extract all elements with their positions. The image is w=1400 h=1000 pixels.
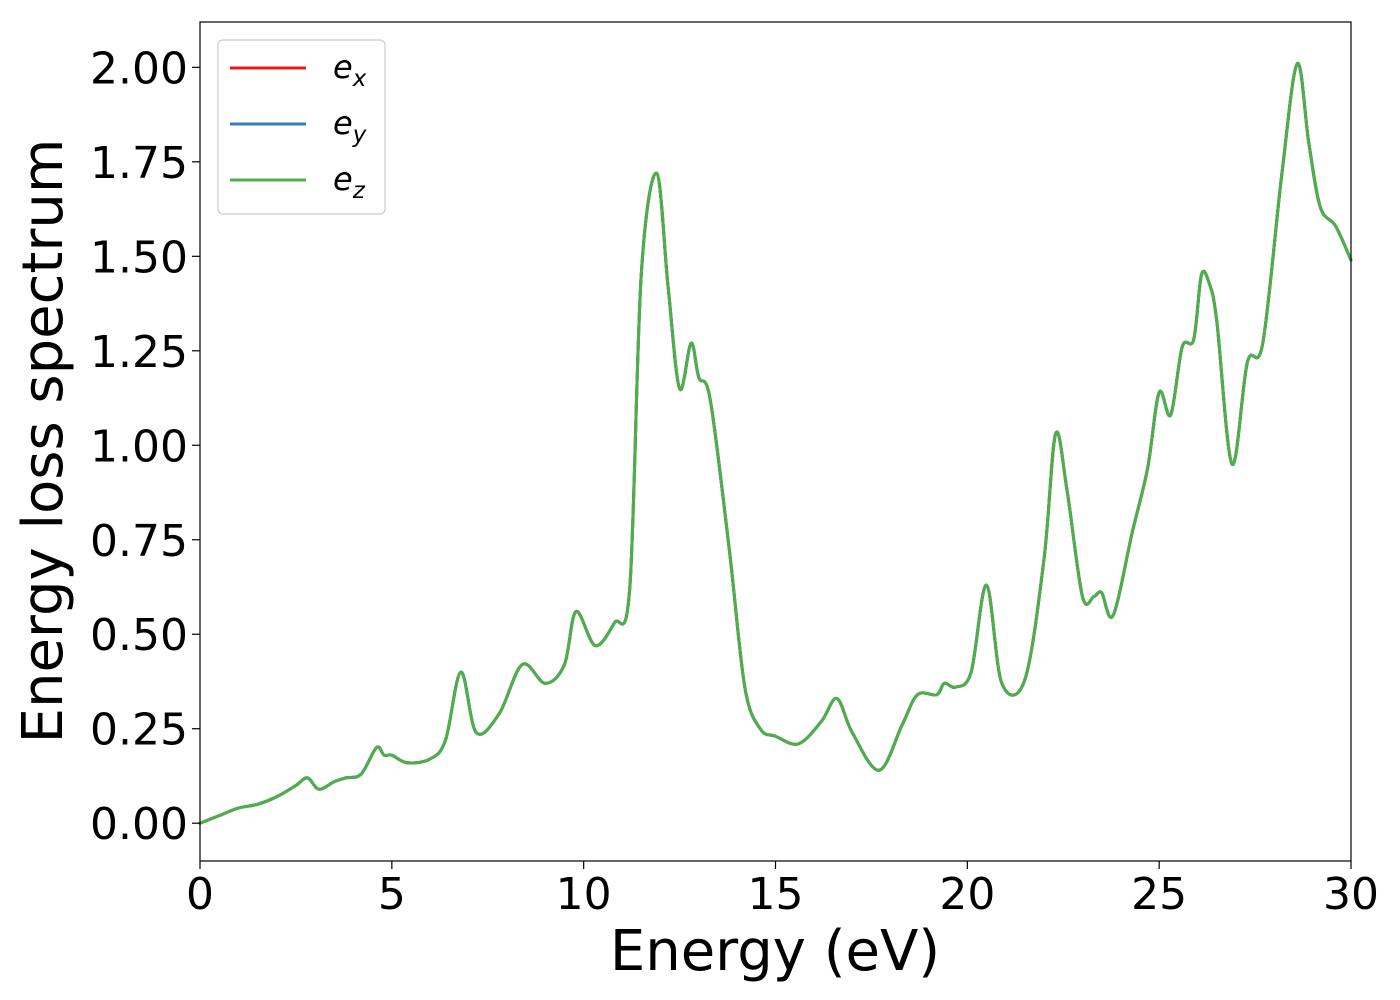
plot-area bbox=[200, 22, 1351, 861]
y-tick-label: 0.25 bbox=[90, 705, 188, 756]
legend-label-y: ey bbox=[333, 104, 367, 148]
series-line-z bbox=[198, 62, 1353, 825]
x-tick-label: 25 bbox=[1131, 869, 1187, 920]
y-tick-label: 0.50 bbox=[90, 610, 188, 661]
y-tick-label: 1.00 bbox=[90, 421, 188, 472]
y-tick-label: 0.00 bbox=[90, 799, 188, 850]
x-axis-title: Energy (eV) bbox=[610, 919, 940, 984]
x-tick-label: 15 bbox=[748, 869, 804, 920]
y-tick-label: 0.75 bbox=[90, 516, 188, 567]
x-tick-label: 10 bbox=[556, 869, 612, 920]
y-tick-label: 1.50 bbox=[90, 232, 188, 283]
series-layer bbox=[198, 62, 1353, 825]
y-tick-label: 1.75 bbox=[90, 138, 188, 189]
x-axis-ticks: 0 5 10 15 20 25 30 bbox=[186, 861, 1379, 920]
x-tick-label: 0 bbox=[186, 869, 214, 920]
x-tick-label: 30 bbox=[1323, 869, 1379, 920]
y-axis-ticks: 0.00 0.25 0.50 0.75 1.00 1.25 1.50 1.75 2.00 bbox=[90, 43, 200, 850]
legend-box bbox=[217, 39, 386, 215]
x-tick-label: 20 bbox=[939, 869, 995, 920]
x-tick-label: 5 bbox=[378, 869, 406, 920]
y-axis-title: Energy loss spectrum bbox=[11, 139, 76, 744]
y-tick-label: 1.25 bbox=[90, 327, 188, 378]
y-tick-label: 2.00 bbox=[90, 43, 188, 94]
